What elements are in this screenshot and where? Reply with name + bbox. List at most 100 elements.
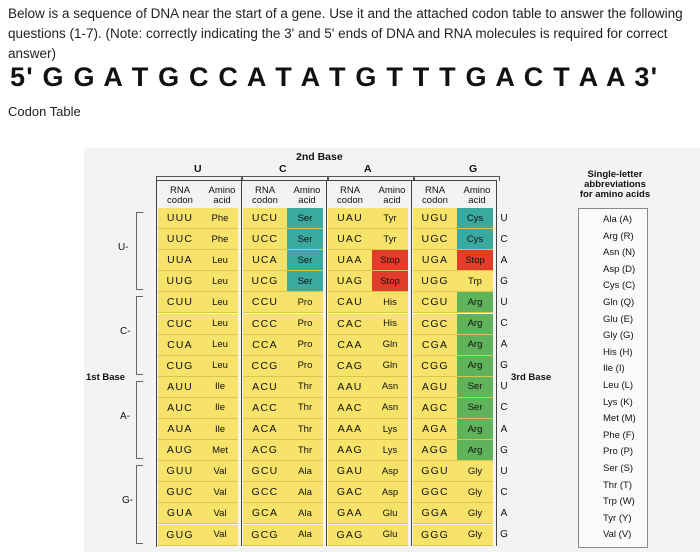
legend-item: Met (M) [603,413,636,425]
column-divider [326,180,327,546]
codon-cell: ACU [243,376,287,398]
legend-box [578,208,648,548]
column-divider [411,180,412,546]
amino-acid-cell: Ser [457,376,493,398]
codon-cell: CAU [328,292,372,314]
amino-acid-cell: Ile [202,419,238,441]
amino-acid-cell: Leu [202,250,238,272]
codon-cell: GUC [158,482,202,504]
table-outline [156,180,497,547]
codon-cell: AUA [158,419,202,441]
legend-item: Ser (S) [603,463,634,474]
amino-acid-cell: His [372,292,408,314]
legend-item: His (H) [603,346,633,358]
codon-cell: UGC [413,229,457,251]
amino-acid-cell: Gln [372,334,408,356]
legend-item: Thr (T) [603,479,633,491]
first-base-title: 1st Base [86,372,126,383]
third-base-letter: G [500,444,508,456]
codon-cell: AUG [158,440,202,462]
codon-cell: CAA [328,334,372,356]
codon-table-label: Codon Table [8,104,81,119]
codon-cell: AGC [413,397,457,419]
codon-cell: CCA [243,334,287,356]
codon-cell: AUC [158,397,202,419]
amino-acid-cell: Tyr [372,229,408,251]
third-base-title: 3rd Base [511,372,552,383]
amino-acid-cell: Asp [372,482,408,504]
col-header-codon: RNA codon [337,185,363,206]
codon-cell: UAC [328,229,372,251]
codon-cell: ACC [243,397,287,419]
codon-cell: UCG [243,271,287,293]
amino-acid-cell: Val [202,524,238,546]
amino-acid-cell: Arg [457,355,493,377]
codon-cell: UGA [413,250,457,272]
third-base-letter: U [500,381,508,393]
third-base-letter: G [500,529,508,541]
third-base-letter: A [500,423,508,435]
third-base-letter: A [500,507,508,519]
amino-acid-cell: Thr [287,419,323,441]
codon-cell: AAG [328,440,372,462]
codon-cell: UGG [413,271,457,293]
second-base-A: A [364,163,372,175]
legend-item: Asn (N) [603,247,636,259]
first-base-A: A- [120,410,130,422]
codon-cell: UAA [328,250,372,272]
second-base-bracket [242,176,328,181]
third-base-letter: C [500,318,508,330]
codon-cell: GUU [158,461,202,483]
codon-cell: GCG [243,524,287,546]
first-base-bracket [136,380,143,460]
amino-acid-cell: Ser [287,250,323,272]
codon-cell: GGU [413,461,457,483]
second-base-bracket [328,176,414,181]
codon-cell: GUA [158,503,202,525]
amino-acid-cell: Ile [202,376,238,398]
codon-cell: AAA [328,419,372,441]
amino-acid-cell: Thr [287,397,323,419]
first-base-bracket [136,465,143,544]
amino-acid-cell: Glu [372,503,408,525]
amino-acid-cell: Asn [372,376,408,398]
codon-cell: UUG [158,271,202,293]
amino-acid-cell: Ala [287,482,323,504]
col-header-amino-acid: Amino acid [378,185,406,206]
amino-acid-cell: Arg [457,292,493,314]
third-base-letter: U [500,212,508,224]
amino-acid-cell: Arg [457,440,493,462]
codon-cell: CGU [413,292,457,314]
third-base-letter: U [500,465,508,477]
col-header-amino-acid: Amino acid [208,185,236,206]
amino-acid-cell: Met [202,440,238,462]
amino-acid-cell: Thr [287,440,323,462]
amino-acid-cell: Trp [457,271,493,293]
amino-acid-cell: Phe [202,229,238,251]
amino-acid-cell: Gly [457,482,493,504]
amino-acid-cell: Leu [202,271,238,293]
amino-acid-cell: Ser [287,271,323,293]
question-text: Below is a sequence of DNA near the star… [8,6,683,61]
second-base-title: 2nd Base [296,151,343,163]
amino-acid-cell: Ser [287,229,323,251]
codon-cell: GAA [328,503,372,525]
col-header-amino-acid: Amino acid [463,185,491,206]
amino-acid-cell: Leu [202,334,238,356]
col-header-codon: RNA codon [167,185,193,206]
amino-acid-cell: Pro [287,292,323,314]
codon-cell: UUU [158,208,202,230]
legend-title: Single-letter abbreviations for amino ac… [579,169,651,200]
first-base-bracket [136,296,143,375]
amino-acid-cell: Pro [287,313,323,335]
codon-cell: GCC [243,482,287,504]
amino-acid-cell: Arg [457,334,493,356]
amino-acid-cell: Gln [372,355,408,377]
codon-cell: GAC [328,482,372,504]
legend-item: Val (V) [603,529,632,541]
first-base-C: C- [120,326,131,338]
legend-item: Lys (K) [603,396,633,408]
legend-item: Gln (Q) [603,297,635,308]
amino-acid-cell: Ala [287,503,323,525]
codon-cell: GCA [243,503,287,525]
